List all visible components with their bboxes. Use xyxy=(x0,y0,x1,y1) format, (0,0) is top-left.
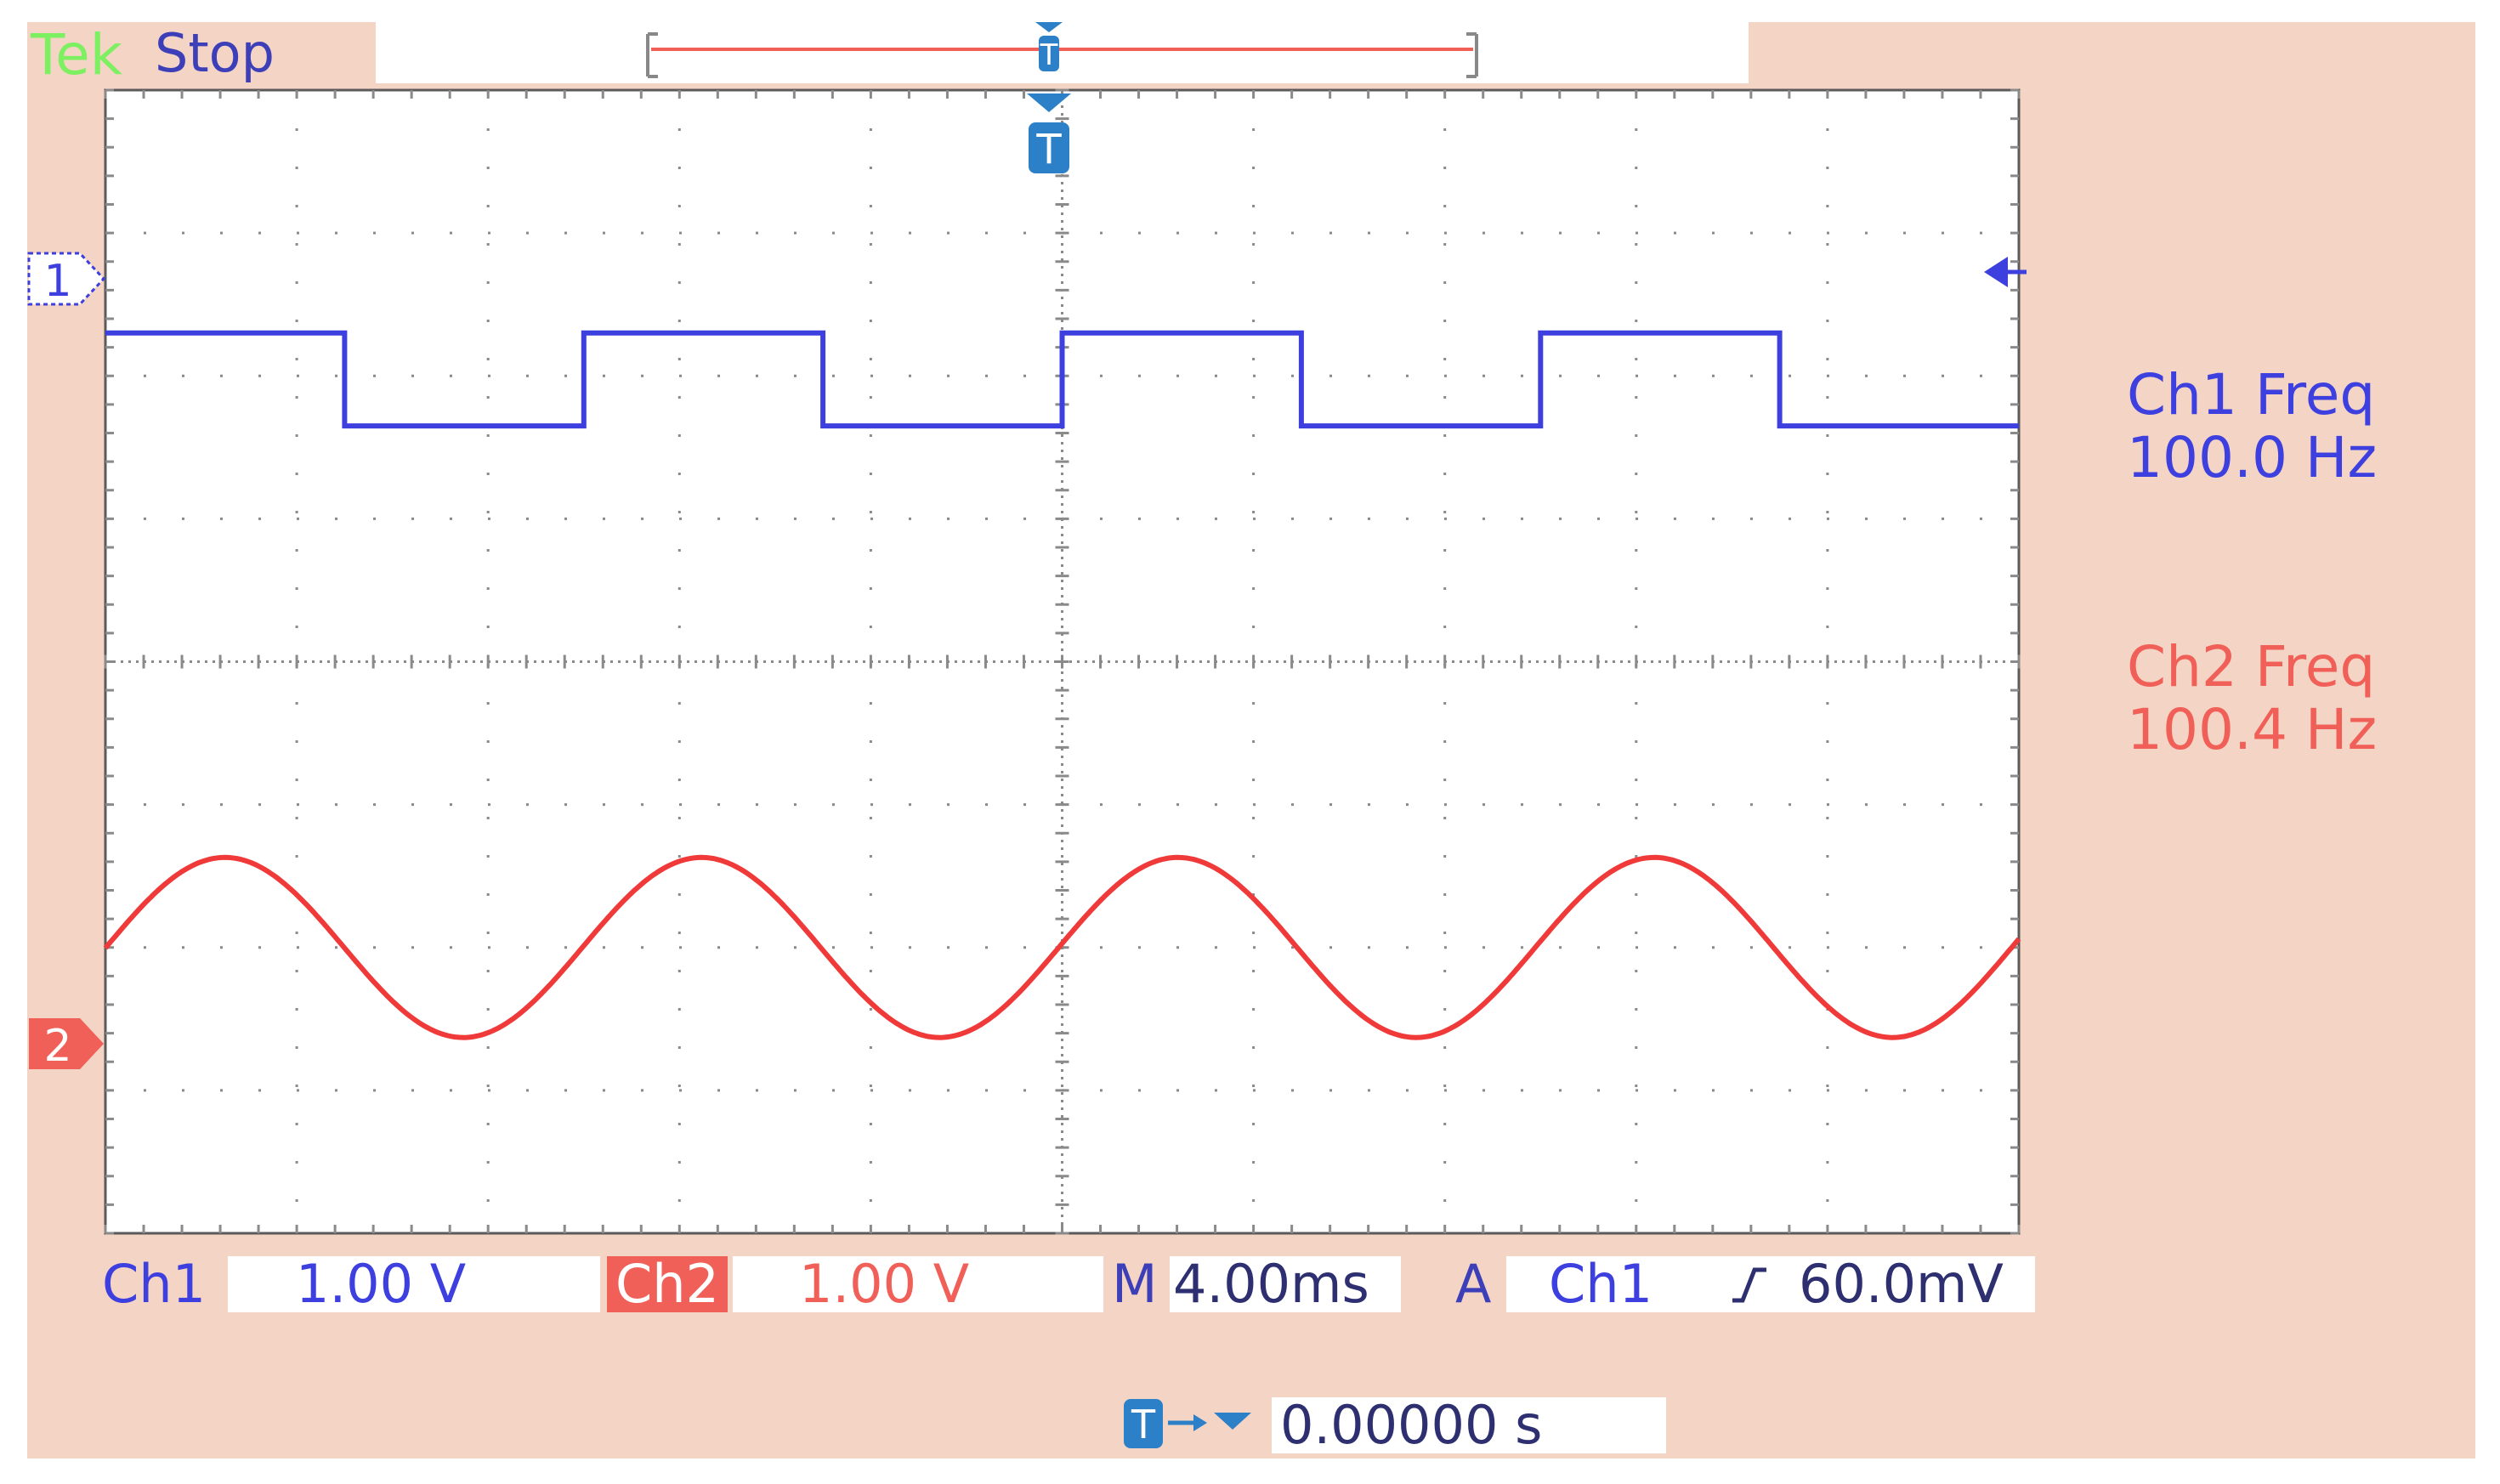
ch1-trace xyxy=(105,330,2019,429)
ch2-marker: 2 xyxy=(29,1018,104,1072)
record-position-bar xyxy=(646,32,1478,78)
ch2-label: Ch2 xyxy=(607,1256,728,1312)
trigger-position-icon: T xyxy=(1124,1399,1251,1448)
rising-edge-icon xyxy=(1732,1267,1766,1303)
trigger-marker-top: T xyxy=(1035,22,1063,72)
svg-text:T: T xyxy=(1035,126,1062,173)
ch2-scale-box: 1.00 V xyxy=(733,1256,1103,1312)
oscilloscope-screen: T T 1 2 T Tek Stop Ch1 Fr xyxy=(27,22,2475,1459)
measurement-ch1-freq: Ch1 Freq 100.0 Hz xyxy=(2127,364,2377,490)
timebase-label: M xyxy=(1112,1253,1158,1315)
trigger-mode: A xyxy=(1455,1253,1492,1315)
measurement-name: Ch1 Freq xyxy=(2127,362,2376,428)
svg-text:2: 2 xyxy=(43,1021,71,1072)
measurement-value: 100.4 Hz xyxy=(2127,697,2378,762)
ch1-scale: 1.00 V xyxy=(296,1253,467,1315)
ch2-scale: 1.00 V xyxy=(799,1253,970,1315)
trigger-position-value: 0.00000 s xyxy=(1280,1394,1543,1456)
timebase-value: 4.00ms xyxy=(1173,1253,1369,1315)
ch1-scale-box: 1.00 V xyxy=(228,1256,600,1312)
trigger-level: 60.0mV xyxy=(1799,1253,2004,1315)
brand-label: Tek xyxy=(31,22,122,88)
trigger-level-arrow xyxy=(1984,257,2027,287)
waveform-plot: T T 1 2 T xyxy=(27,22,2027,1448)
trigger-marker-graticule: T xyxy=(1027,93,1071,173)
measurement-value: 100.0 Hz xyxy=(2127,425,2378,490)
svg-text:T: T xyxy=(1040,38,1058,72)
ch1-label: Ch1 xyxy=(102,1253,207,1315)
header-bar xyxy=(376,22,1749,83)
ch1-marker: 1 xyxy=(27,252,106,307)
trigger-box: Ch1 60.0mV xyxy=(1506,1256,2035,1312)
svg-text:T: T xyxy=(1131,1402,1156,1447)
measurement-name: Ch2 Freq xyxy=(2127,634,2376,700)
timebase-box: 4.00ms xyxy=(1170,1256,1401,1312)
measurement-ch2-freq: Ch2 Freq 100.4 Hz xyxy=(2127,636,2377,762)
svg-text:1: 1 xyxy=(43,256,71,307)
trigger-position-box: 0.00000 s xyxy=(1272,1397,1666,1453)
trigger-source: Ch1 xyxy=(1549,1253,1653,1315)
grid-lines xyxy=(104,88,2021,1235)
run-state: Stop xyxy=(155,22,275,84)
ch2-trace xyxy=(103,854,2021,1040)
